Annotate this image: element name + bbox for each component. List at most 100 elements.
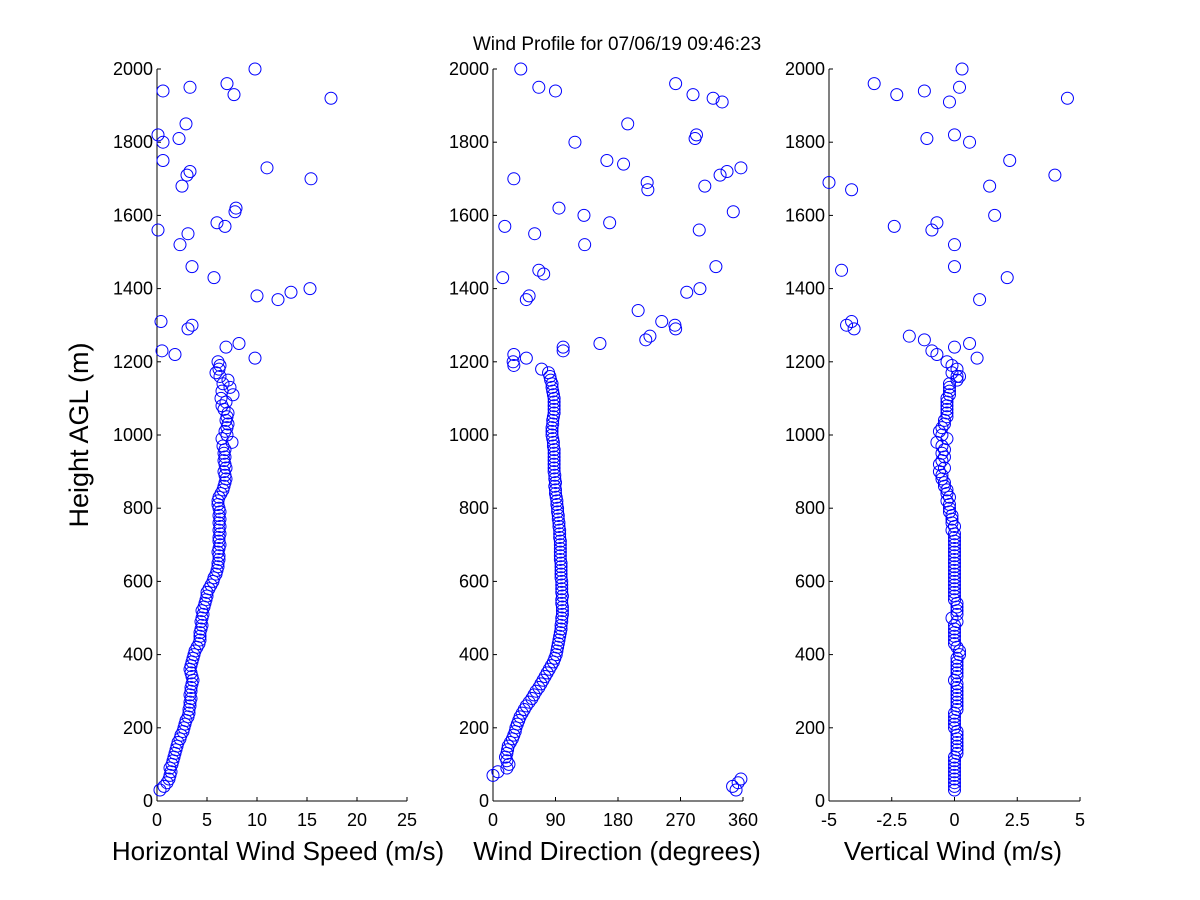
direction-data-point: [617, 157, 631, 171]
vertical-data-point: [950, 607, 964, 621]
vertical-data-point: [932, 424, 946, 438]
vertical-data-point: [948, 567, 961, 581]
direction-ytick-label: 600: [459, 571, 489, 591]
direction-data-point: [529, 684, 543, 698]
speed-data-point: [220, 428, 234, 442]
direction-data-point: [593, 337, 607, 350]
direction-data-point: [556, 340, 570, 354]
direction-data-point: [715, 95, 729, 109]
direction-data-point: [545, 428, 559, 442]
vertical-data-point: [917, 84, 931, 98]
vertical-data-point: [948, 260, 961, 274]
direction-data-point: [537, 267, 551, 281]
direction-data-point: [556, 344, 570, 358]
direction-data-point: [554, 560, 568, 574]
speed-data-point: [212, 490, 226, 504]
vertical-data-point: [948, 629, 961, 643]
vertical-data-point: [948, 783, 961, 797]
direction-data-point: [547, 465, 561, 479]
direction-data-point: [535, 362, 549, 376]
speed-data-point: [225, 435, 239, 449]
vertical-data-point: [930, 216, 944, 230]
direction-data-point: [631, 304, 645, 318]
vertical-data-point: [917, 333, 931, 347]
direction-data-point: [553, 527, 567, 541]
speed-data-point: [156, 154, 170, 167]
direction-data-point: [554, 571, 568, 585]
direction-data-point: [720, 164, 734, 178]
vertical-data-point: [948, 574, 961, 588]
direction-data-point: [552, 520, 566, 533]
direction-data-point: [603, 216, 617, 230]
vertical-data-point: [948, 637, 961, 651]
vertical-data-point: [950, 695, 964, 709]
vertical-data-point: [948, 571, 961, 585]
speed-data-point: [202, 582, 216, 596]
vertical-data-point: [948, 721, 961, 735]
direction-data-point: [548, 472, 562, 486]
direction-data-point: [542, 662, 556, 676]
wind-direction-xlabel: Wind Direction (degrees): [473, 836, 761, 866]
vertical-data-point: [948, 593, 961, 607]
direction-data-point: [544, 659, 558, 673]
speed-ytick-label: 1400: [113, 279, 153, 299]
vertical-data-point: [890, 88, 904, 102]
vertical-data-point: [937, 476, 951, 490]
speed-data-point: [209, 366, 223, 380]
direction-data-point: [486, 768, 500, 782]
speed-data-point: [175, 179, 189, 193]
vertical-data-point: [950, 699, 964, 713]
speed-data-point: [188, 644, 202, 658]
direction-data-point: [578, 238, 592, 252]
vertical-data-point: [835, 263, 849, 277]
direction-data-point: [514, 62, 528, 76]
speed-xtick-label: 20: [347, 810, 367, 830]
direction-data-point: [706, 91, 720, 105]
direction-data-point: [515, 706, 529, 720]
vertical-data-point: [963, 135, 977, 149]
direction-data-point: [532, 80, 546, 94]
speed-data-point: [172, 132, 186, 146]
speed-data-point: [185, 260, 199, 274]
vertical-data-point: [948, 563, 961, 577]
vertical-data-point: [948, 340, 961, 354]
speed-data-point: [212, 534, 226, 548]
direction-data-point: [525, 692, 539, 706]
speed-ytick-label: 2000: [113, 59, 153, 79]
vertical-data-point: [953, 644, 967, 658]
direction-xtick-label: 0: [488, 810, 498, 830]
speed-xtick-label: 25: [397, 810, 417, 830]
vertical-data-point: [950, 666, 964, 680]
speed-data-point: [156, 135, 170, 149]
vertical-xtick-label: 5: [1075, 810, 1085, 830]
direction-data-point: [491, 765, 505, 779]
direction-data-point: [545, 424, 559, 438]
speed-data-point: [215, 384, 229, 398]
vertical-data-point: [948, 541, 961, 555]
vertical-data-point: [948, 779, 961, 793]
speed-data-point: [218, 424, 232, 438]
speed-data-point: [303, 282, 317, 296]
direction-data-point: [547, 402, 561, 416]
vertical-ytick-label: 200: [795, 718, 825, 738]
vertical-data-point: [950, 681, 964, 695]
speed-data-point: [181, 227, 195, 241]
speed-data-point: [155, 344, 169, 358]
direction-data-point: [668, 318, 682, 332]
vertical-data-point: [950, 703, 964, 716]
speed-data-point: [154, 315, 168, 329]
speed-data-point: [153, 783, 167, 797]
vertical-data-point: [948, 128, 961, 142]
direction-data-point: [554, 622, 568, 636]
vertical-wind-panel: Vertical Wind (m/s) 0 200 400 600 800 1000 120…: [785, 59, 1085, 866]
direction-data-point: [538, 670, 552, 684]
direction-data-point: [568, 135, 582, 149]
vertical-data-point: [945, 523, 959, 537]
direction-data-point: [496, 271, 510, 285]
vertical-data-point: [948, 633, 961, 647]
direction-data-point: [709, 260, 723, 274]
direction-data-point: [519, 293, 533, 307]
speed-data-point: [211, 355, 225, 369]
direction-data-point: [692, 223, 706, 237]
vertical-data-point: [950, 739, 964, 753]
